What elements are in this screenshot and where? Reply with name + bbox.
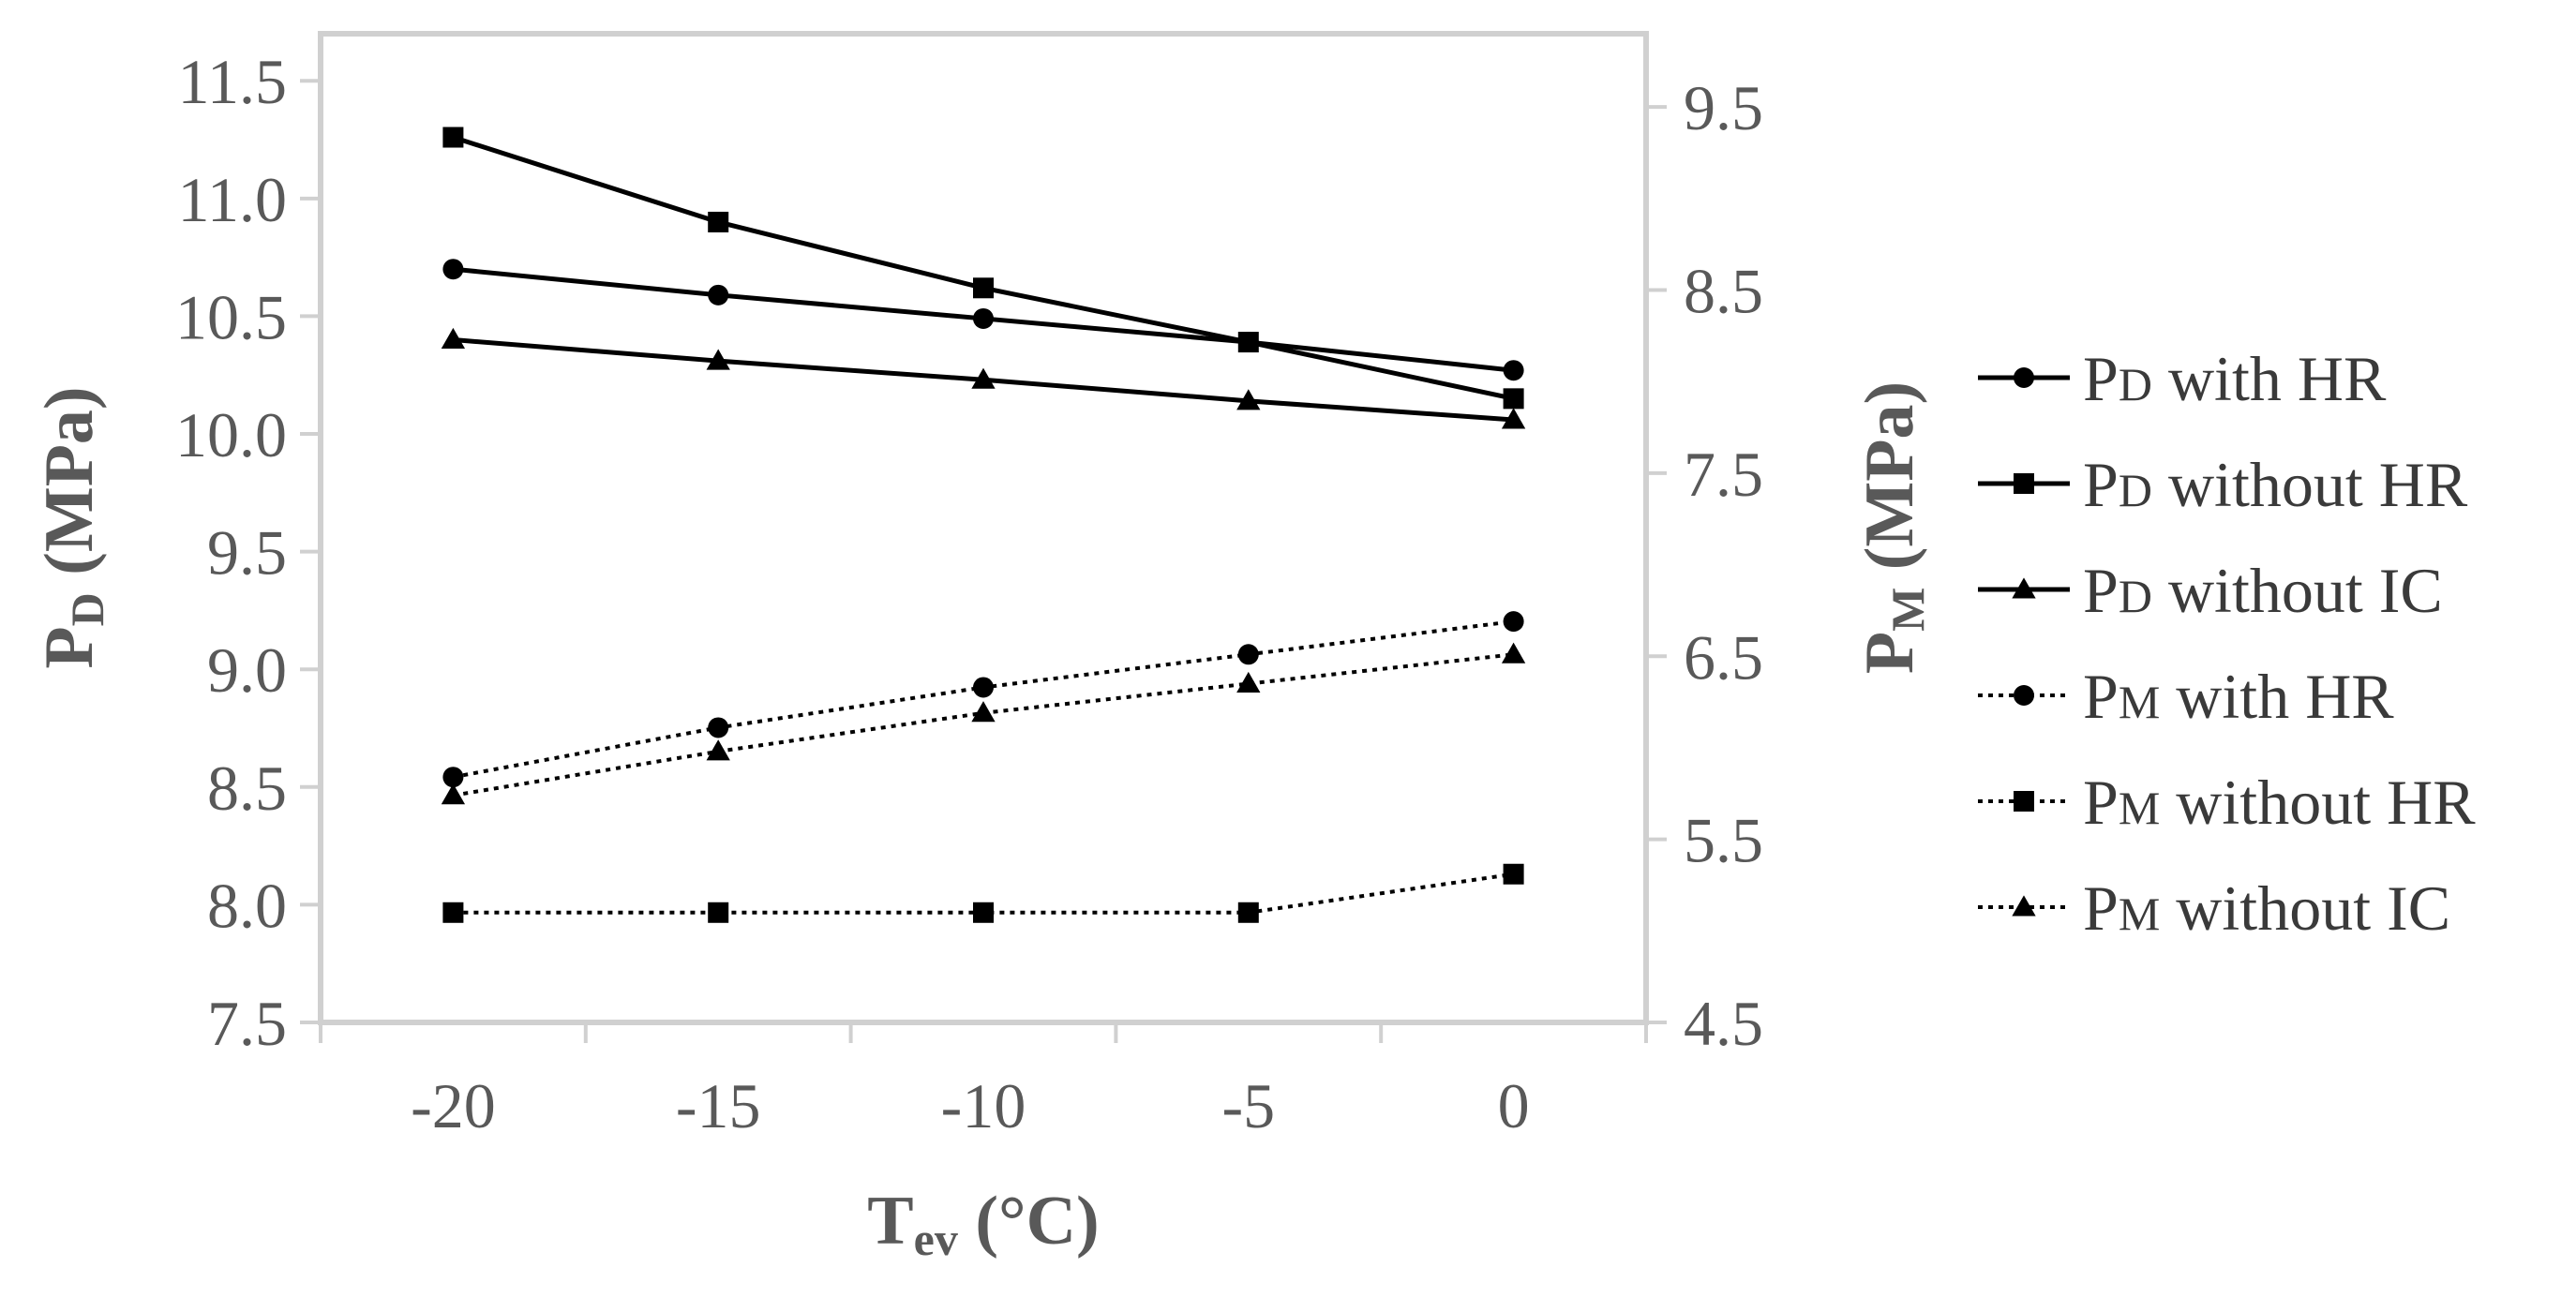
- y-left-tick-label: 7.5: [207, 988, 287, 1059]
- data-point-circle: [708, 717, 729, 738]
- y-left-tick-label: 8.0: [207, 870, 287, 941]
- data-point-square: [1237, 902, 1259, 923]
- y-right-tick-label: 4.5: [1684, 988, 1763, 1059]
- data-point-square: [708, 211, 729, 232]
- legend-item: PD without IC: [1978, 555, 2443, 626]
- x-tick-label: -20: [411, 1070, 496, 1141]
- x-axis-title: Tev (°C): [867, 1183, 1099, 1265]
- legend-item: PD with HR: [1978, 343, 2387, 414]
- data-point-triangle: [1501, 408, 1526, 429]
- legend-label: PD without HR: [2083, 449, 2468, 520]
- x-tick-label: -10: [941, 1070, 1026, 1141]
- series-mwith-hr: [442, 611, 1524, 788]
- data-point-square: [1237, 332, 1259, 353]
- y-axis-left-title: PD (MPa): [31, 386, 113, 668]
- data-point-triangle: [1236, 389, 1261, 410]
- series-dwith-hr: [442, 259, 1524, 381]
- legend-label: PM without IC: [2083, 872, 2450, 944]
- y-left-tick-label: 8.5: [207, 753, 287, 824]
- y-left-tick-label: 9.0: [207, 634, 287, 706]
- y-axis-right-title: PM (MPa): [1851, 381, 1934, 674]
- data-point-circle: [1237, 644, 1259, 665]
- y-left-tick-label: 11.0: [178, 164, 287, 235]
- series-dwithout-hr: [442, 127, 1524, 410]
- data-point-triangle: [2012, 895, 2036, 917]
- data-point-triangle: [2012, 577, 2036, 599]
- data-point-circle: [708, 284, 729, 306]
- data-point-triangle: [441, 783, 466, 805]
- y-right-tick-label: 8.5: [1684, 256, 1763, 327]
- series-line: [453, 652, 1514, 798]
- legend-item: PM with HR: [1978, 661, 2394, 732]
- x-tick-label: 0: [1498, 1070, 1530, 1141]
- x-tick-label: -5: [1221, 1070, 1275, 1141]
- data-point-circle: [2014, 685, 2034, 706]
- data-point-square: [973, 277, 994, 299]
- legend-label: PM with HR: [2083, 661, 2394, 732]
- y-left-tick-label: 9.5: [207, 517, 287, 589]
- y-right-tick-label: 6.5: [1684, 621, 1763, 693]
- legend-label: PD without IC: [2083, 555, 2443, 626]
- y-left-tick-label: 11.5: [178, 46, 287, 117]
- y-right-tick-label: 7.5: [1684, 439, 1763, 510]
- data-point-square: [1503, 863, 1524, 885]
- y-left-tick-label: 10.0: [175, 399, 287, 470]
- data-point-circle: [442, 259, 464, 280]
- y-left-tick-label: 10.5: [175, 281, 287, 352]
- data-point-circle: [1503, 611, 1524, 633]
- data-point-circle: [973, 677, 994, 698]
- data-point-triangle: [441, 327, 466, 350]
- x-tick-label: -15: [676, 1070, 761, 1141]
- data-point-triangle: [971, 701, 996, 723]
- legend-item: PM without HR: [1978, 767, 2476, 838]
- data-point-square: [442, 902, 464, 923]
- data-point-square: [1503, 388, 1524, 410]
- series-dwithout-ic: [441, 327, 1526, 429]
- y-right-tick-label: 5.5: [1684, 805, 1763, 876]
- series-line: [453, 619, 1514, 780]
- data-point-triangle: [1236, 671, 1261, 693]
- series-layer: [441, 127, 1526, 923]
- data-point-circle: [973, 307, 994, 329]
- data-point-triangle: [706, 349, 730, 370]
- legend-item: PD without HR: [1978, 449, 2468, 520]
- ticks-layer: -20 -15 -10 -5 0 7.5 8.0 8.5 9.0 9.5 10.0 10.5 11.0 1…: [175, 46, 1763, 1141]
- series-line: [452, 135, 1515, 401]
- legend: PD with HR PD without HR PD without IC PM w…: [1978, 343, 2476, 944]
- data-point-triangle: [706, 739, 730, 761]
- data-point-triangle: [971, 367, 996, 389]
- data-point-circle: [442, 767, 464, 788]
- data-point-square: [2014, 791, 2034, 812]
- legend-label: PM without HR: [2083, 767, 2476, 838]
- data-point-square: [2014, 473, 2034, 494]
- legend-item: PM without IC: [1978, 872, 2450, 944]
- plot-frame: [318, 31, 1649, 1025]
- data-point-square: [973, 902, 994, 923]
- data-point-triangle: [1501, 642, 1526, 663]
- data-point-circle: [2014, 367, 2034, 388]
- data-point-square: [442, 127, 464, 148]
- series-mwithout-ic: [441, 642, 1526, 805]
- y-right-tick-label: 9.5: [1684, 72, 1763, 143]
- series-mwithout-hr: [442, 863, 1524, 923]
- data-point-square: [708, 902, 729, 923]
- legend-label: PD with HR: [2083, 343, 2387, 414]
- data-point-circle: [1503, 360, 1524, 381]
